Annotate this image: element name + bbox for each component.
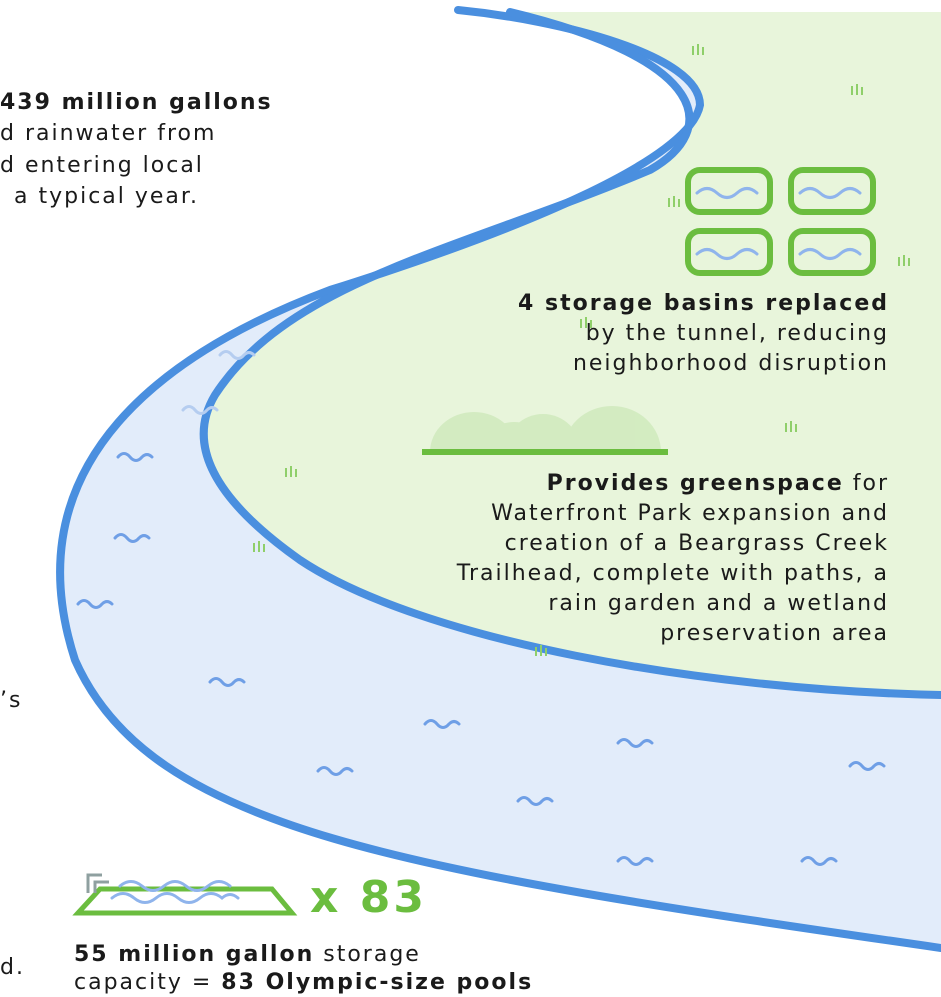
rainwater-stat-bold: 439 million gallons [0, 88, 273, 118]
greenspace-line-3: creation of a Beargrass Creek [504, 531, 889, 556]
greenspace-line-4: Trailhead, complete with paths, a [456, 561, 889, 586]
greenspace-line-2: Waterfront Park expansion and [491, 501, 889, 526]
greenspace-line-6: preservation area [660, 621, 889, 646]
water-waves [76, 452, 886, 866]
pools-block: 55 million gallon storage capacity = 83 … [74, 941, 533, 997]
river-bank-outer [56, 6, 941, 952]
greenspace-line-5: rain garden and a wetland [548, 591, 889, 616]
rainwater-stat: 439 million gallons [0, 90, 273, 115]
grass-tufts [253, 44, 910, 656]
river [60, 10, 941, 948]
basins-title: 4 storage basins replaced [518, 291, 889, 316]
rainwater-line-3: d entering local [0, 153, 204, 178]
greenspace-area [203, 12, 941, 695]
pools-line-1: 55 million gallon storage [74, 941, 533, 969]
pools-capacity-bold: 55 million gallon [74, 942, 315, 967]
rainwater-line-4: a typical year. [14, 184, 199, 209]
rainwater-line-2: d rainwater from [0, 121, 217, 146]
greenspace-title-rest: for [843, 471, 889, 496]
greenspace-title-bold: Provides greenspace [546, 471, 844, 496]
basins-line-3: neighborhood disruption [572, 351, 889, 376]
left-fragment-2: d. [0, 955, 25, 980]
pools-capacity-rest: storage [314, 942, 421, 967]
basins-block: 4 storage basins replaced by the tunnel,… [518, 289, 889, 379]
pool-multiplier: x 83 [310, 872, 427, 923]
greenspace-title: Provides greenspace for [457, 469, 889, 499]
pools-olympic-bold: 83 Olympic-size pools [221, 970, 534, 995]
water-waves-faint [181, 350, 256, 415]
storage-basin-icon [685, 167, 876, 276]
basins-line-2: by the tunnel, reducing [585, 321, 889, 346]
bushes-icon [422, 406, 668, 455]
pools-capacity-pre: capacity = [74, 970, 222, 995]
left-fragment-1: ’s [0, 688, 23, 713]
greenspace-block: Provides greenspace for Waterfront Park … [457, 469, 889, 649]
pools-line-2: capacity = 83 Olympic-size pools [74, 969, 533, 997]
pool-icon [72, 873, 298, 916]
